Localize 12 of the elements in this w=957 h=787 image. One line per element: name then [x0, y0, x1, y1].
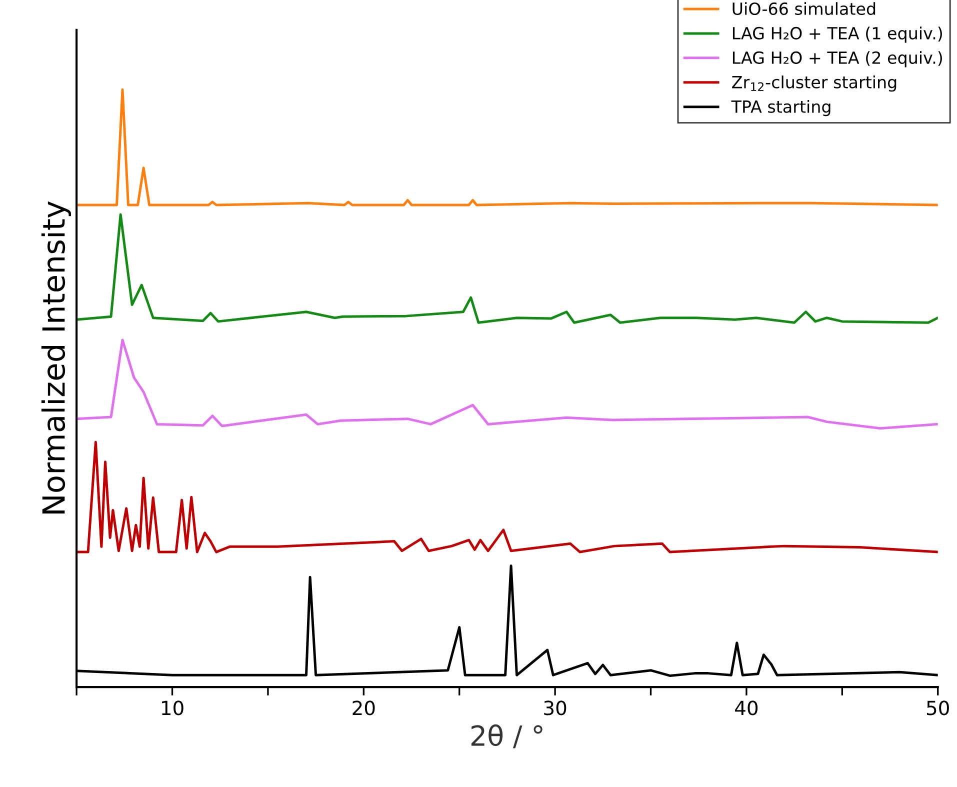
x-tick-label: 40 [735, 700, 758, 716]
y-axis-title: Normalized Intensity [41, 201, 72, 514]
legend-label: UiO-66 simulated [732, 2, 876, 16]
x-tick-label: 50 [926, 700, 949, 716]
legend-label: TPA starting [731, 100, 830, 116]
x-tick-label: 10 [162, 700, 184, 716]
legend-label: Zr$_{12}$-cluster starting [732, 76, 896, 92]
legend-label: LAG H₂O + TEA (1 equiv.) [732, 26, 942, 43]
legend-label: LAG H₂O + TEA (2 equiv.) [732, 51, 942, 68]
x-axis-title: 2θ / ° [471, 724, 542, 748]
x-tick-label: 30 [544, 700, 566, 716]
x-tick-label: 20 [352, 700, 375, 716]
